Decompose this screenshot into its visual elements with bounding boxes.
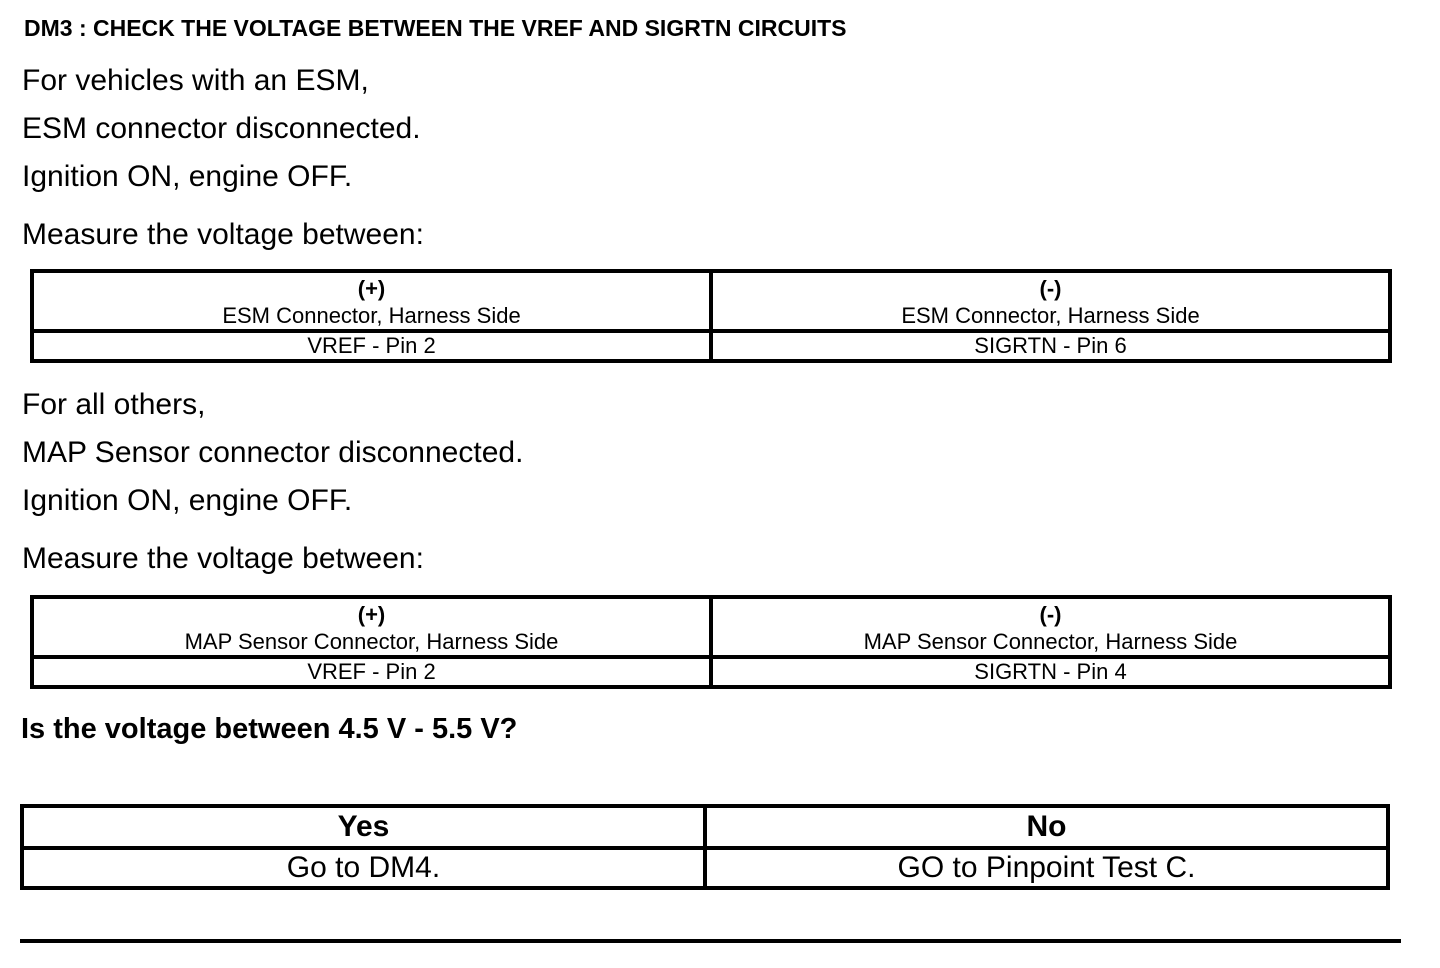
others-measure-label: Measure the voltage between: bbox=[22, 542, 424, 575]
esm-negative-header: (-) ESM Connector, Harness Side bbox=[709, 269, 1392, 333]
negative-sign: (-) bbox=[1039, 276, 1062, 301]
section-divider bbox=[20, 939, 1401, 943]
others-ignition-state: Ignition ON, engine OFF. bbox=[22, 484, 353, 517]
esm-ignition-state: Ignition ON, engine OFF. bbox=[22, 160, 353, 193]
positive-sign: (+) bbox=[357, 602, 386, 627]
esm-condition: For vehicles with an ESM, bbox=[22, 64, 369, 97]
esm-measure-label: Measure the voltage between: bbox=[22, 218, 424, 251]
map-positive-header: (+) MAP Sensor Connector, Harness Side bbox=[30, 595, 713, 659]
negative-label: MAP Sensor Connector, Harness Side bbox=[863, 629, 1238, 654]
yes-header: Yes bbox=[20, 804, 707, 850]
esm-negative-pin: SIGRTN - Pin 6 bbox=[709, 329, 1392, 363]
esm-measure-table: (+) ESM Connector, Harness Side (-) ESM Co… bbox=[30, 269, 1392, 363]
test-question: Is the voltage between 4.5 V - 5.5 V? bbox=[21, 713, 518, 745]
no-action: GO to Pinpoint Test C. bbox=[703, 846, 1390, 890]
positive-label: ESM Connector, Harness Side bbox=[222, 303, 521, 328]
step-title: DM3 : CHECK THE VOLTAGE BETWEEN THE VREF… bbox=[24, 15, 847, 41]
map-connector-state: MAP Sensor connector disconnected. bbox=[22, 436, 524, 469]
esm-positive-pin: VREF - Pin 2 bbox=[30, 329, 713, 363]
result-table: Yes No Go to DM4. GO to Pinpoint Test C. bbox=[20, 804, 1390, 890]
others-condition: For all others, bbox=[22, 388, 206, 421]
no-header: No bbox=[703, 804, 1390, 850]
negative-sign: (-) bbox=[1039, 602, 1062, 627]
negative-label: ESM Connector, Harness Side bbox=[901, 303, 1200, 328]
positive-sign: (+) bbox=[357, 276, 386, 301]
esm-connector-state: ESM connector disconnected. bbox=[22, 112, 421, 145]
map-measure-table: (+) MAP Sensor Connector, Harness Side (-… bbox=[30, 595, 1392, 689]
map-positive-pin: VREF - Pin 2 bbox=[30, 655, 713, 689]
positive-label: MAP Sensor Connector, Harness Side bbox=[184, 629, 559, 654]
esm-positive-header: (+) ESM Connector, Harness Side bbox=[30, 269, 713, 333]
map-negative-header: (-) MAP Sensor Connector, Harness Side bbox=[709, 595, 1392, 659]
yes-action: Go to DM4. bbox=[20, 846, 707, 890]
map-negative-pin: SIGRTN - Pin 4 bbox=[709, 655, 1392, 689]
